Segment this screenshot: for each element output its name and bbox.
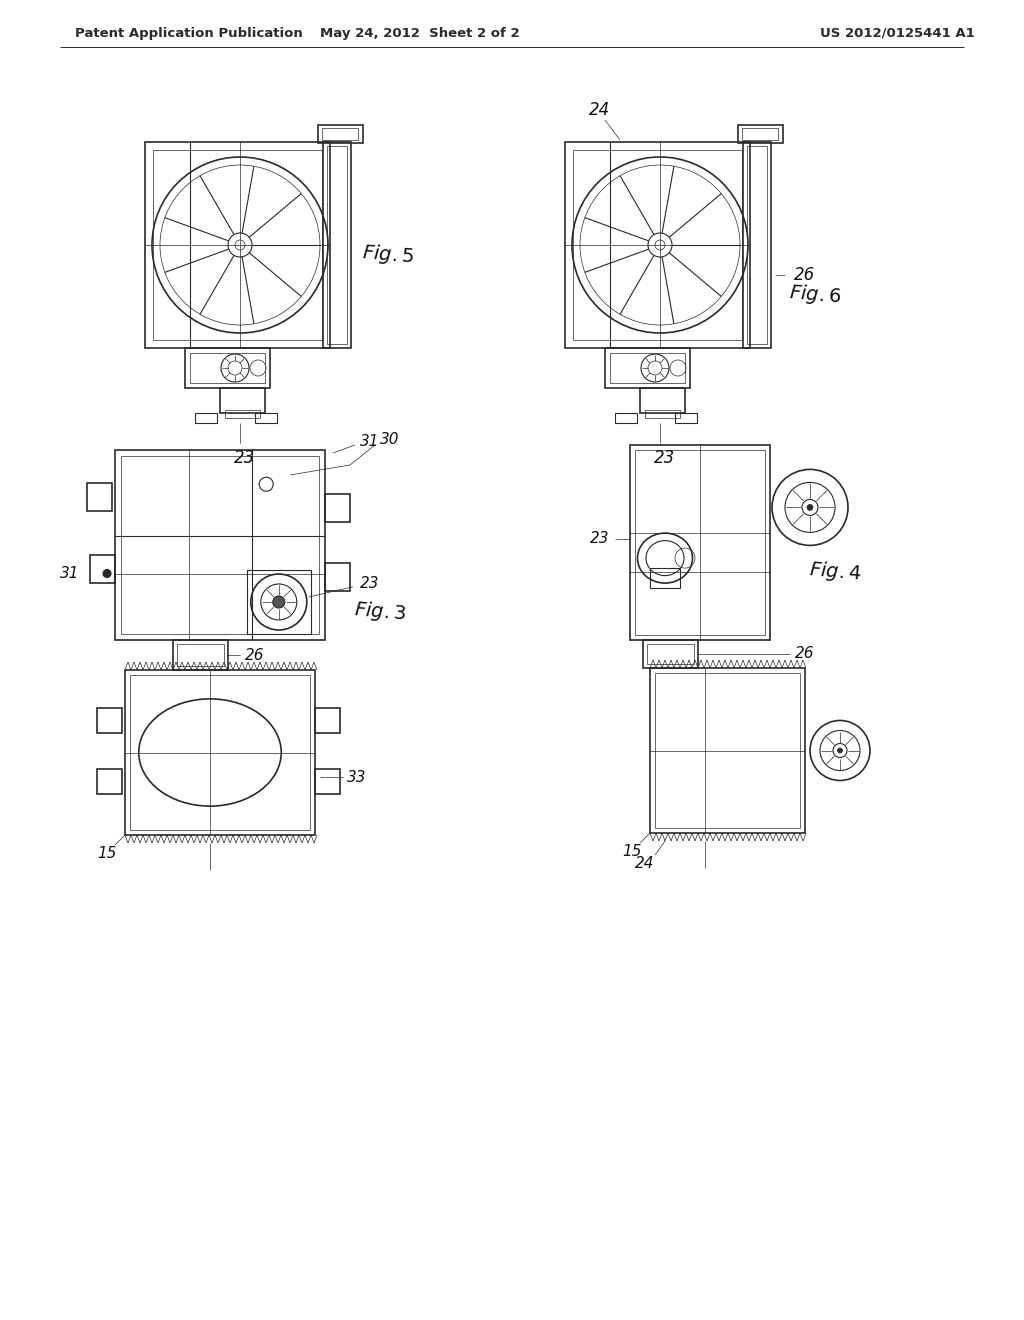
Bar xyxy=(605,348,690,388)
Bar xyxy=(565,143,750,348)
Text: 33: 33 xyxy=(347,770,367,785)
Bar xyxy=(90,554,115,583)
Text: 15: 15 xyxy=(623,843,642,858)
Text: 31: 31 xyxy=(360,434,380,450)
Bar xyxy=(247,570,311,634)
Circle shape xyxy=(103,569,111,578)
Bar xyxy=(97,768,122,793)
Text: 26: 26 xyxy=(796,647,815,661)
Text: 23: 23 xyxy=(590,531,609,546)
Bar xyxy=(746,147,767,345)
Bar xyxy=(322,128,358,140)
Bar xyxy=(225,411,260,418)
Text: $\mathit{Fig.5}$: $\mathit{Fig.5}$ xyxy=(361,242,415,269)
Bar xyxy=(97,708,122,733)
Bar xyxy=(647,644,694,664)
Bar xyxy=(177,644,224,667)
Bar xyxy=(185,348,270,388)
Text: 15: 15 xyxy=(97,846,117,861)
Bar xyxy=(87,483,112,511)
Text: $\mathit{Fig.6}$: $\mathit{Fig.6}$ xyxy=(788,281,842,309)
Bar xyxy=(220,388,265,413)
Bar xyxy=(195,413,217,422)
Bar xyxy=(173,640,228,671)
Bar xyxy=(325,562,350,590)
Bar xyxy=(635,450,765,635)
Bar xyxy=(115,450,325,640)
Text: $\mathit{Fig.4}$: $\mathit{Fig.4}$ xyxy=(808,558,862,586)
Bar xyxy=(645,411,680,418)
Bar xyxy=(630,445,770,640)
Bar xyxy=(153,150,322,341)
Text: 31: 31 xyxy=(60,566,80,581)
Text: 26: 26 xyxy=(795,267,816,284)
Bar xyxy=(742,128,778,140)
Text: 23: 23 xyxy=(234,449,256,467)
Text: 26: 26 xyxy=(246,648,265,663)
Text: Patent Application Publication: Patent Application Publication xyxy=(75,26,303,40)
Bar xyxy=(640,388,685,413)
Bar xyxy=(650,668,805,833)
Bar xyxy=(315,708,340,733)
Bar xyxy=(145,143,330,348)
Text: $\mathit{Fig.3}$: $\mathit{Fig.3}$ xyxy=(353,598,407,626)
Bar xyxy=(121,455,319,634)
Bar xyxy=(743,143,771,348)
Bar xyxy=(327,147,347,345)
Bar xyxy=(573,150,742,341)
Text: US 2012/0125441 A1: US 2012/0125441 A1 xyxy=(820,26,975,40)
Bar xyxy=(643,640,698,668)
Bar xyxy=(315,768,340,793)
Bar xyxy=(610,352,685,383)
Bar xyxy=(125,671,315,836)
Text: 24: 24 xyxy=(635,855,654,870)
Circle shape xyxy=(838,748,843,752)
Text: 23: 23 xyxy=(360,576,380,590)
Bar xyxy=(738,125,783,143)
Bar xyxy=(190,352,265,383)
Bar xyxy=(615,413,637,422)
Text: May 24, 2012  Sheet 2 of 2: May 24, 2012 Sheet 2 of 2 xyxy=(321,26,520,40)
Bar xyxy=(255,413,278,422)
Circle shape xyxy=(272,597,285,609)
Text: 24: 24 xyxy=(590,102,610,119)
Bar xyxy=(325,494,350,523)
Bar xyxy=(650,568,680,589)
Bar xyxy=(323,143,351,348)
Text: 30: 30 xyxy=(380,433,399,447)
Circle shape xyxy=(807,504,813,511)
Bar xyxy=(655,673,800,828)
Bar xyxy=(675,413,697,422)
Bar xyxy=(130,675,310,830)
Text: 23: 23 xyxy=(654,449,676,467)
Bar xyxy=(318,125,362,143)
